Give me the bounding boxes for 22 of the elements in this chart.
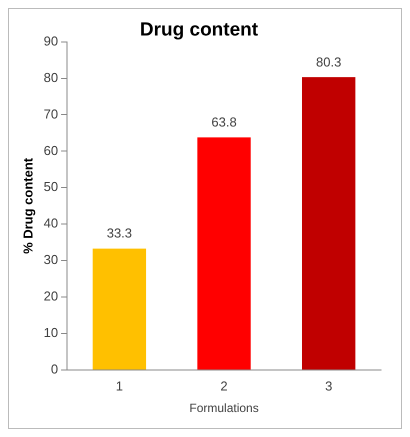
data-label: 80.3 bbox=[316, 54, 342, 70]
y-tick-label: 20 bbox=[44, 288, 58, 304]
data-label: 33.3 bbox=[106, 226, 132, 241]
y-tick-label: 70 bbox=[44, 106, 58, 122]
x-axis-title: Formulations bbox=[189, 401, 259, 416]
x-tick-label: 1 bbox=[116, 378, 123, 394]
data-label: 63.8 bbox=[211, 114, 237, 130]
x-tick-label: 2 bbox=[220, 378, 228, 394]
bar bbox=[197, 137, 251, 370]
y-tick-label: 60 bbox=[44, 142, 58, 158]
y-tick-label: 50 bbox=[44, 179, 58, 194]
y-tick-label: 40 bbox=[44, 216, 58, 231]
y-tick-label: 90 bbox=[44, 33, 58, 48]
y-tick-label: 10 bbox=[44, 325, 58, 340]
bar bbox=[302, 77, 356, 370]
bar bbox=[92, 248, 146, 370]
x-tick-label: 3 bbox=[325, 378, 332, 394]
y-tick-label: 80 bbox=[44, 70, 58, 85]
chart-title: Drug content bbox=[140, 20, 259, 41]
y-tick-label: 30 bbox=[44, 252, 58, 268]
y-tick-label: 0 bbox=[50, 362, 58, 377]
y-axis-title: % Drug content bbox=[20, 157, 36, 254]
